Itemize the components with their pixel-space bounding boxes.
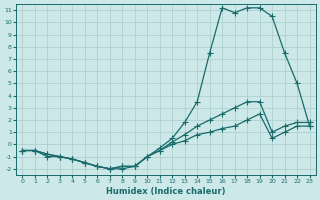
- X-axis label: Humidex (Indice chaleur): Humidex (Indice chaleur): [106, 187, 226, 196]
